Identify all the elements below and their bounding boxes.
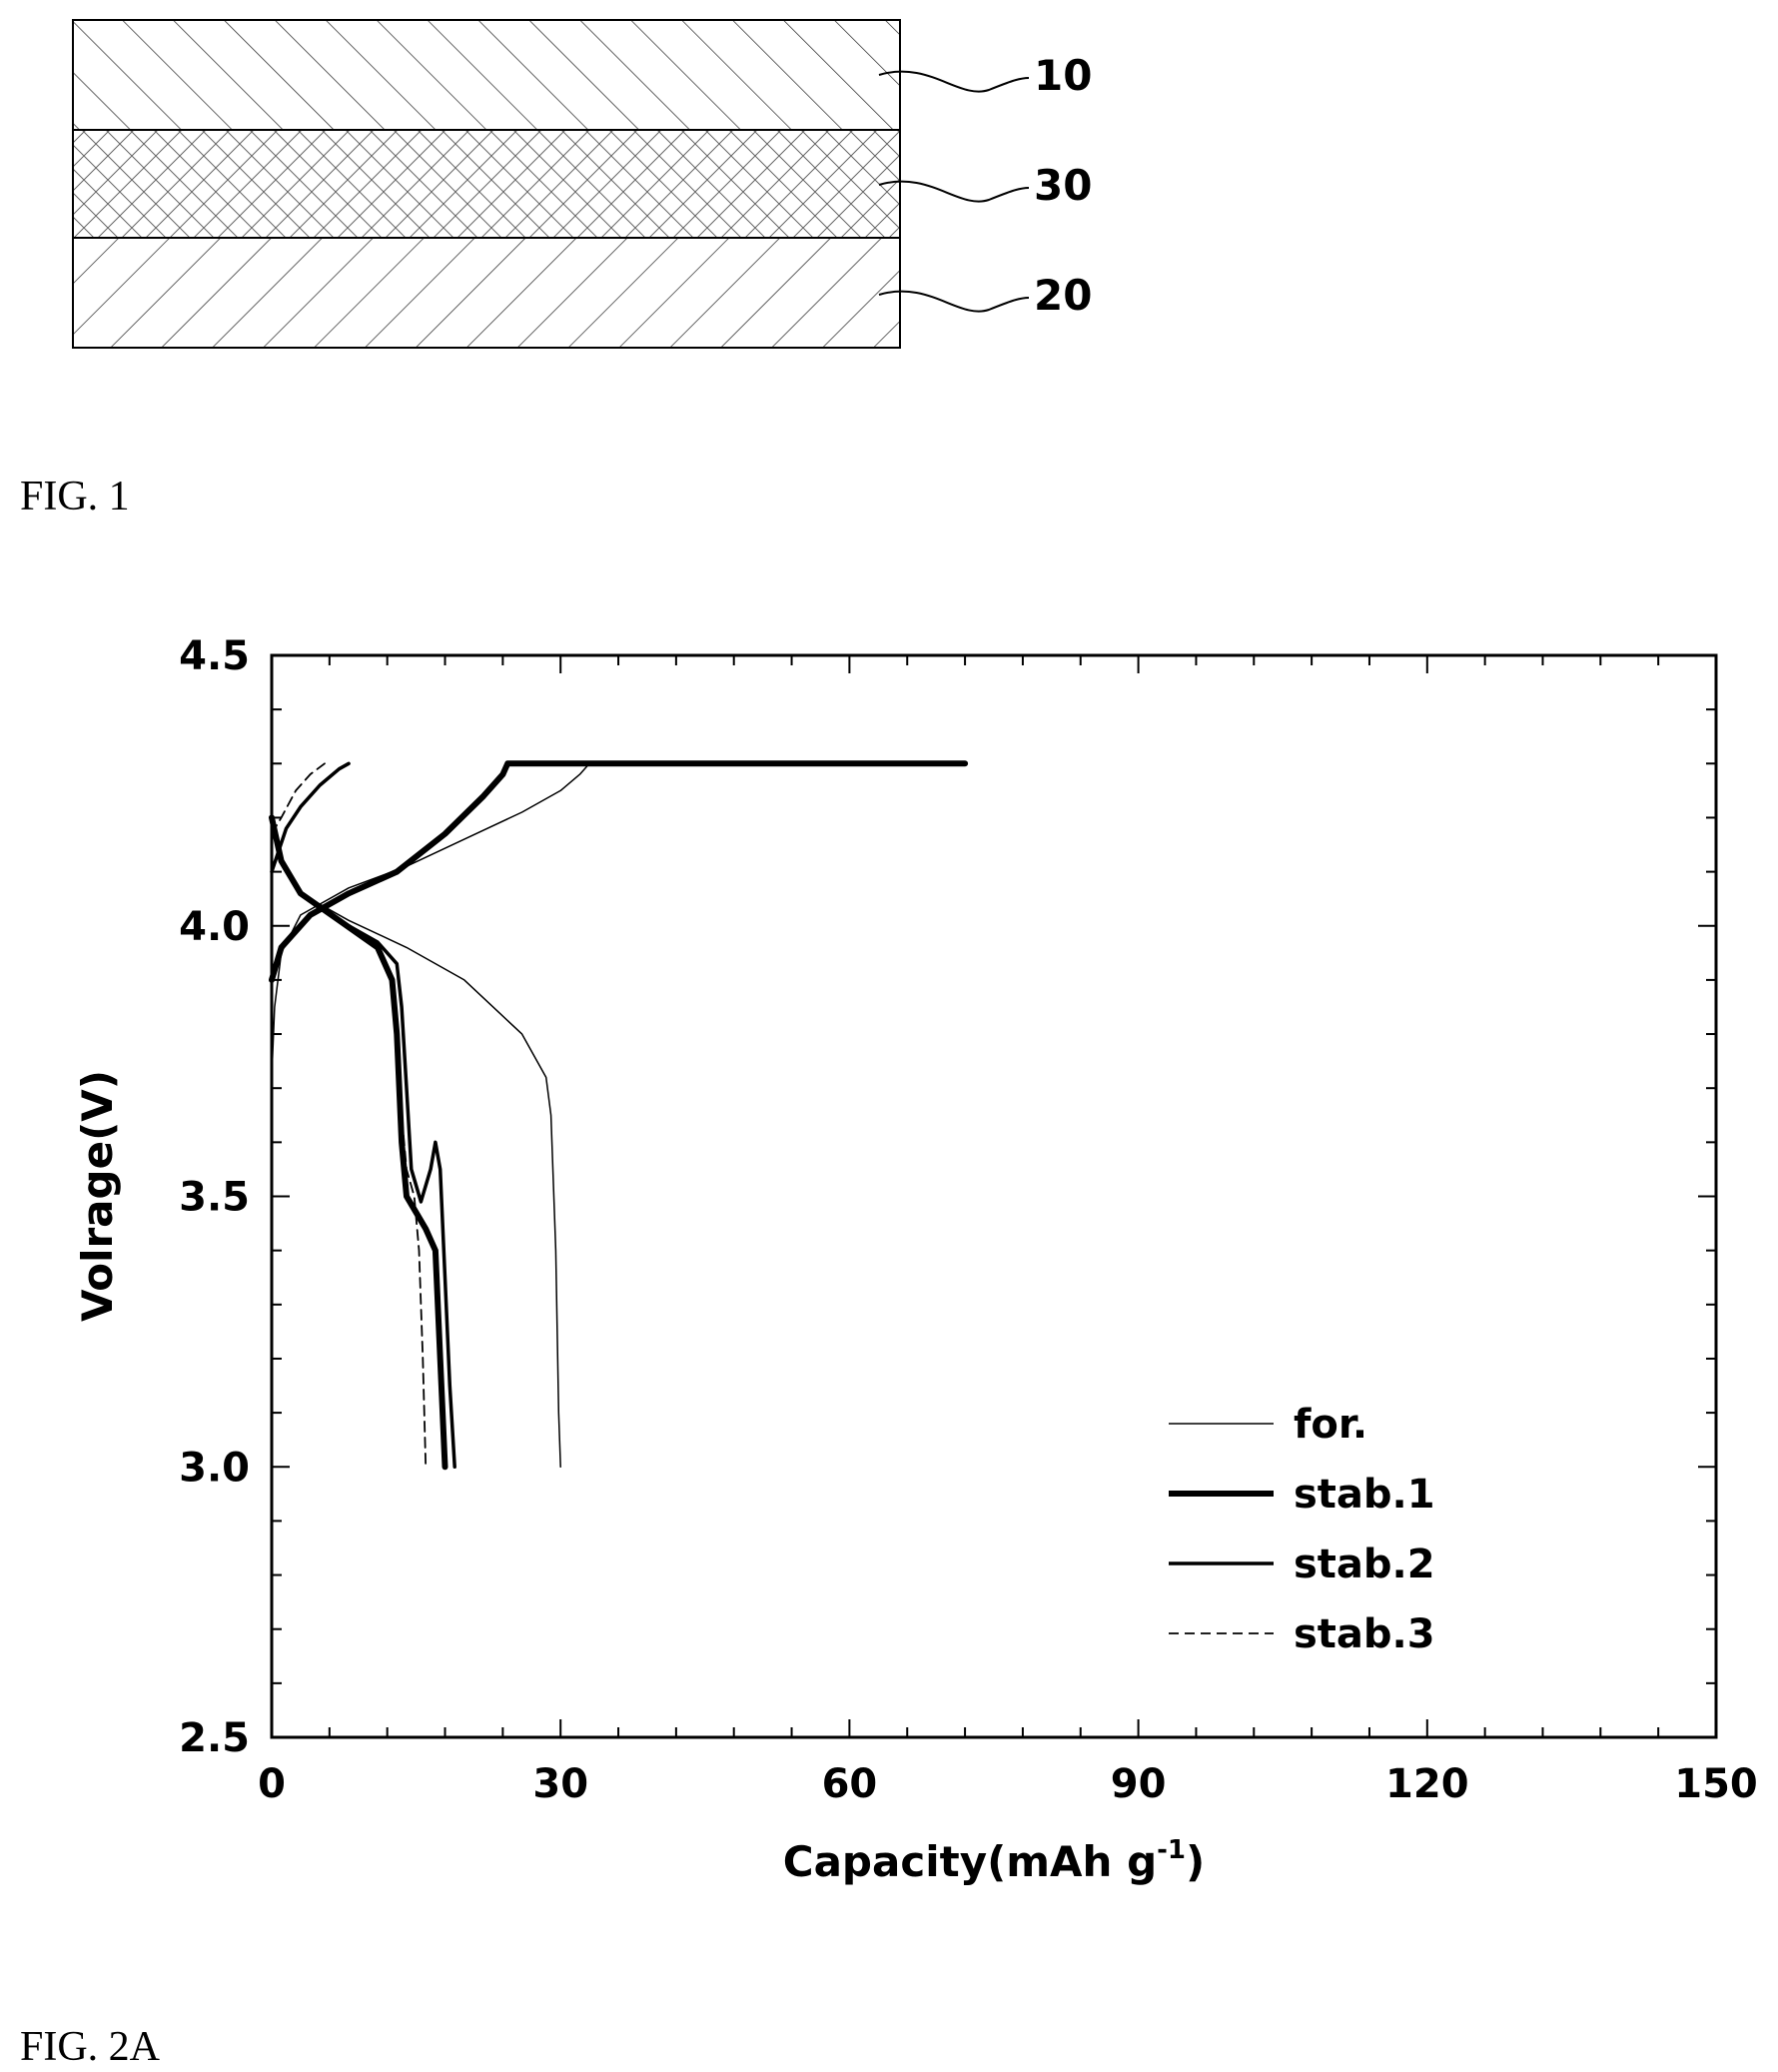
legend: for. stab.1 stab.2 stab.3	[1169, 1402, 1435, 1657]
ref-label-30: 30	[1034, 161, 1092, 210]
axis-ticks: 0 30 60 90 120 150 2.5 3.0 3.5 4.0 4.5	[179, 633, 1758, 1807]
legend-label: stab.1	[1294, 1472, 1435, 1518]
y-tick-label: 2.5	[179, 1715, 250, 1761]
fig1-diagram: 10 30 20	[72, 19, 1092, 349]
y-tick-label: 4.0	[179, 904, 250, 950]
layer-10	[72, 19, 901, 131]
legend-label: stab.3	[1294, 1611, 1435, 1657]
x-tick-label: 90	[1111, 1761, 1167, 1807]
leader-line-30	[878, 180, 1030, 203]
series-line-stab3-charge	[271, 762, 326, 835]
fig2a-chart: 0 30 60 90 120 150 2.5 3.0 3.5 4.0 4.5 for. stab.1 s…	[73, 633, 1758, 1886]
layer-20	[72, 237, 901, 349]
series-line-for-charge	[271, 762, 966, 1079]
x-tick-label: 30	[532, 1761, 588, 1807]
leader-line-10	[878, 70, 1030, 93]
series-line-stab2-charge	[270, 761, 351, 874]
y-axis-label: Volrage(V)	[73, 1070, 122, 1322]
series-layer	[269, 760, 969, 1471]
y-tick-label: 3.5	[179, 1175, 250, 1221]
fig1-caption: FIG. 1	[20, 474, 130, 519]
leader-line-20	[878, 290, 1030, 313]
ref-label-10: 10	[1034, 51, 1092, 100]
series-line-stab1-discharge	[269, 814, 448, 1471]
series-line-stab1-charge	[269, 760, 969, 983]
x-tick-label: 150	[1674, 1761, 1758, 1807]
legend-label: for.	[1294, 1402, 1367, 1448]
y-tick-label: 4.5	[179, 633, 250, 679]
fig2a-caption: FIG. 2A	[20, 2024, 161, 2070]
x-tick-label: 120	[1385, 1761, 1469, 1807]
series-line-stab2-discharge	[270, 815, 456, 1470]
layer-30	[72, 129, 901, 239]
x-axis-label: Capacity(mAh g-1)	[783, 1835, 1205, 1886]
x-tick-label: 60	[822, 1761, 878, 1807]
x-tick-label: 0	[258, 1761, 286, 1807]
plot-frame	[270, 653, 1718, 1739]
series-line-stab3-discharge	[271, 816, 428, 1469]
y-tick-label: 3.0	[179, 1445, 250, 1491]
legend-label: stab.2	[1294, 1542, 1435, 1587]
ref-label-20: 20	[1034, 271, 1092, 320]
